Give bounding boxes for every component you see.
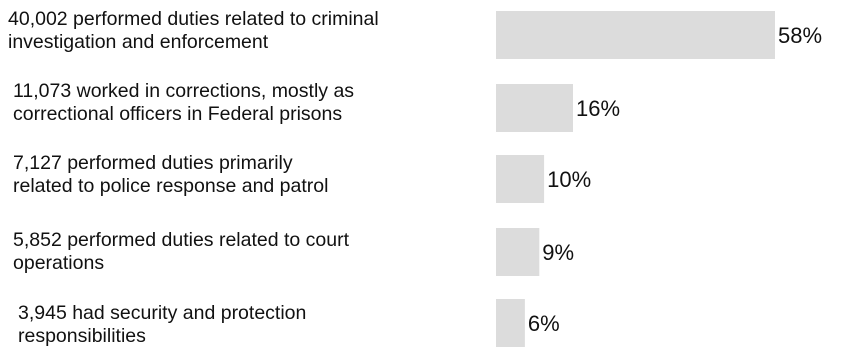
bar: [496, 155, 545, 203]
bar-value-label: 9%: [542, 240, 574, 265]
category-label-line: 11,073 worked in corrections, mostly as: [13, 80, 355, 102]
category-label-line: 40,002 performed duties related to crimi…: [8, 8, 379, 30]
category-label-line: related to police response and patrol: [13, 175, 329, 197]
category-label-line: investigation and enforcement: [8, 31, 269, 53]
category-label-line: correctional officers in Federal prisons: [13, 103, 343, 125]
bar: [496, 228, 540, 276]
bar-value-label: 58%: [778, 23, 822, 48]
bar: [496, 11, 775, 59]
category-label-line: 7,127 performed duties primarily: [13, 152, 293, 174]
bar-value-label: 10%: [547, 167, 591, 192]
category-label-line: 3,945 had security and protection: [18, 302, 307, 324]
bar-value-label: 6%: [528, 311, 560, 336]
category-label: 7,127 performed duties primarily related…: [13, 152, 328, 198]
bar: [496, 299, 525, 347]
category-label: 3,945 had security and protection respon…: [18, 302, 306, 348]
category-label-line: operations: [13, 252, 105, 274]
category-label-line: responsibilities: [18, 325, 146, 347]
category-label-line: 5,852 performed duties related to court: [13, 229, 350, 251]
category-label: 5,852 performed duties related to court …: [13, 229, 349, 275]
category-label: 40,002 performed duties related to crimi…: [8, 8, 379, 54]
bar: [496, 84, 573, 132]
bar-value-label: 16%: [576, 96, 620, 121]
category-label: 11,073 worked in corrections, mostly as …: [13, 80, 354, 126]
